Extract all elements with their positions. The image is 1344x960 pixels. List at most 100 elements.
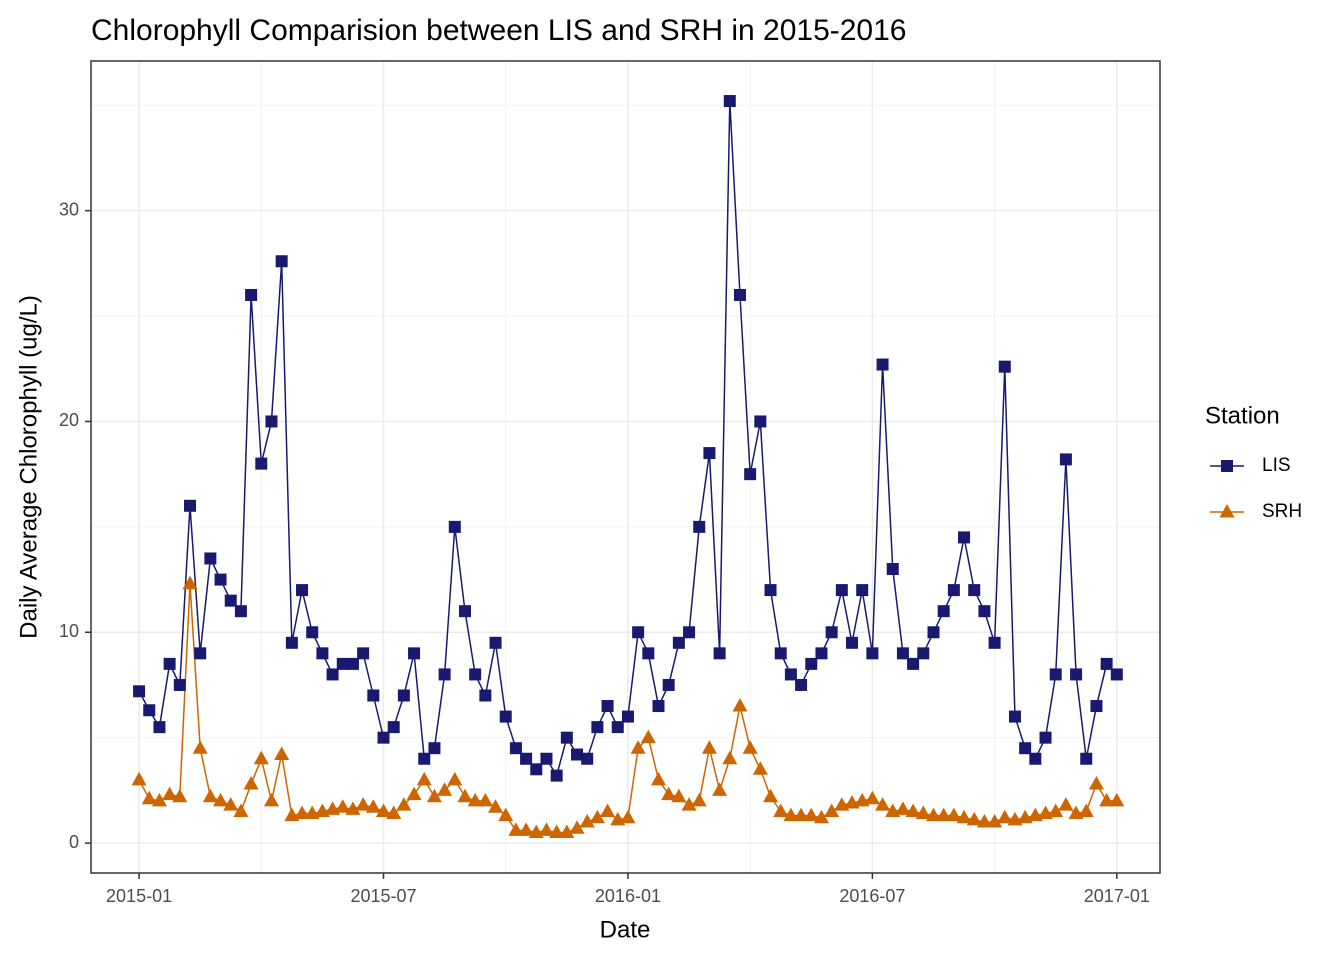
marker [213,792,229,807]
marker [968,584,981,597]
marker [509,742,522,755]
marker [937,605,950,618]
marker [591,721,604,734]
marker [988,636,1001,649]
plot-border [90,60,1161,874]
marker [489,636,502,649]
marker [172,788,188,803]
marker [987,813,1003,828]
marker [253,750,269,765]
marker [956,809,972,824]
marker [204,552,217,565]
marker [560,731,573,744]
marker [997,809,1013,824]
marker [479,689,492,702]
marker [355,797,371,811]
marker [234,605,247,618]
marker [907,657,920,670]
y-tick-label: 0 [69,832,79,852]
marker [498,807,514,822]
marker [630,740,646,754]
marker [1110,668,1123,681]
marker [915,805,931,820]
marker [783,807,799,822]
marker [224,594,237,607]
marker [437,782,453,796]
marker [895,801,911,815]
marker [1088,776,1104,790]
marker [345,801,361,815]
marker [1221,460,1233,472]
marker [346,657,359,670]
marker [875,797,891,811]
marker [549,824,565,839]
marker [925,807,941,822]
marker [396,797,412,811]
x-tick-label: 2017-01 [1084,886,1150,906]
marker [733,288,746,301]
marker [569,820,585,834]
marker [508,822,524,836]
marker [202,788,218,803]
marker [540,752,553,765]
marker [652,700,665,713]
marker [408,647,421,660]
marker [387,721,400,734]
marker [640,729,656,744]
marker [265,415,278,428]
marker [693,520,706,533]
marker [579,813,595,828]
marker [835,584,848,597]
marker [367,689,380,702]
legend-label: LIS [1262,455,1291,476]
marker [214,573,227,586]
marker [876,358,889,371]
marker [712,782,728,796]
marker [958,531,971,544]
marker [233,803,249,817]
marker [326,668,339,681]
marker [764,584,777,597]
marker [936,807,952,822]
marker [742,740,758,754]
marker [774,647,787,660]
marker [263,792,279,807]
marker [752,761,768,775]
marker [1090,700,1103,713]
marker [438,668,451,681]
marker [703,447,716,460]
marker [530,763,543,776]
marker [376,803,392,817]
marker [1049,668,1062,681]
marker [589,809,605,824]
marker [795,678,808,691]
marker [723,95,736,108]
marker [499,710,512,723]
marker [151,792,167,807]
marker [691,792,707,807]
marker [397,689,410,702]
marker [538,822,554,836]
y-tick-label: 30 [59,199,79,219]
marker [141,790,157,805]
marker [153,721,166,734]
marker [896,647,909,660]
marker [620,809,636,824]
marker [173,678,186,691]
marker [754,415,767,428]
marker [650,771,666,786]
marker [520,752,533,765]
marker [469,668,482,681]
marker [886,563,899,576]
marker [581,752,594,765]
marker [131,771,147,786]
marker [947,584,960,597]
marker [978,605,991,618]
marker [467,792,483,807]
marker [1080,752,1093,765]
marker [1008,710,1021,723]
marker [377,731,390,744]
marker [683,626,696,639]
